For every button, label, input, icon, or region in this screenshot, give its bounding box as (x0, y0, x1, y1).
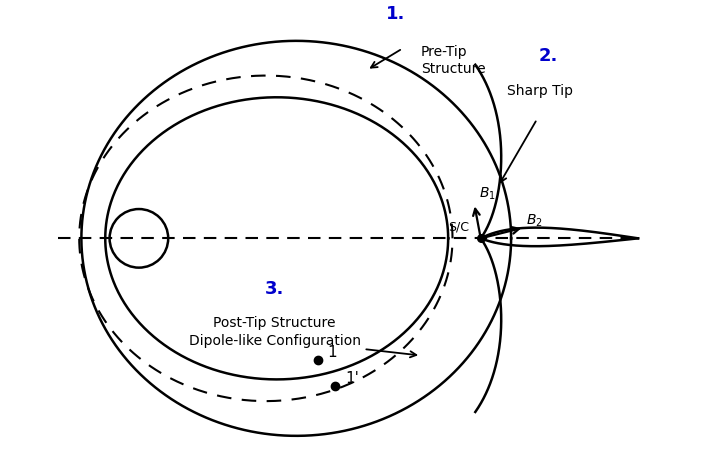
Text: 3.: 3. (265, 280, 284, 298)
Text: Sharp Tip: Sharp Tip (508, 84, 573, 98)
Text: $B_2$: $B_2$ (526, 212, 543, 228)
Text: 1.: 1. (386, 6, 406, 23)
Text: 1': 1' (345, 371, 359, 386)
Text: S/C: S/C (448, 221, 469, 234)
Text: Pre-Tip
Structure: Pre-Tip Structure (421, 45, 486, 76)
Text: 2.: 2. (538, 47, 558, 65)
Text: Post-Tip Structure
Dipole-like Configuration: Post-Tip Structure Dipole-like Configura… (189, 317, 360, 348)
Text: $B_1$: $B_1$ (479, 185, 496, 202)
Text: 1: 1 (327, 345, 337, 360)
